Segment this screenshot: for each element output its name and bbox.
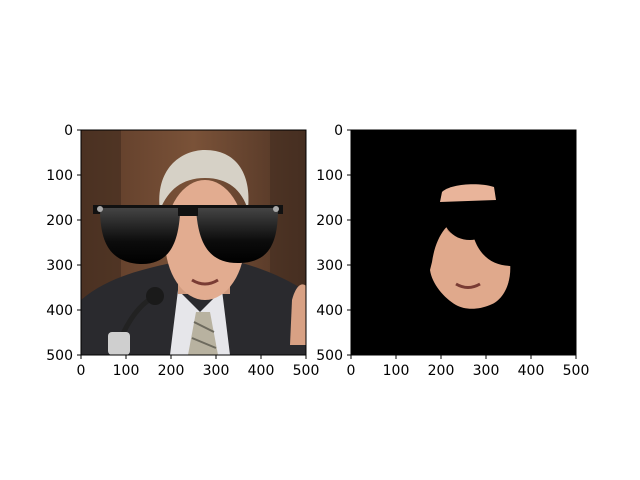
x-tick-label: 200	[428, 363, 455, 379]
y-tick-label: 200	[46, 213, 73, 229]
panel-original	[81, 130, 306, 355]
y-tick-label: 0	[64, 123, 73, 139]
x-tick-label: 0	[347, 363, 356, 379]
y-tick-label: 300	[46, 258, 73, 274]
x-tick-label: 500	[293, 363, 320, 379]
x-tick-label: 100	[113, 363, 140, 379]
x-tick-label: 100	[383, 363, 410, 379]
y-tick-label: 0	[334, 123, 343, 139]
y-tick-label: 500	[46, 348, 73, 364]
y-tick-label: 200	[316, 213, 343, 229]
x-tick-label: 400	[248, 363, 275, 379]
x-tick-label: 300	[473, 363, 500, 379]
x-tick-label: 300	[203, 363, 230, 379]
y-tick-label: 300	[316, 258, 343, 274]
y-tick-label: 100	[316, 168, 343, 184]
panel-masked	[351, 130, 576, 355]
x-tick-label: 500	[563, 363, 590, 379]
y-tick-label: 500	[316, 348, 343, 364]
y-tick-label: 400	[316, 303, 343, 319]
x-tick-label: 400	[518, 363, 545, 379]
x-tick-label: 200	[158, 363, 185, 379]
y-tick-label: 400	[46, 303, 73, 319]
y-tick-label: 100	[46, 168, 73, 184]
x-tick-label: 0	[77, 363, 86, 379]
